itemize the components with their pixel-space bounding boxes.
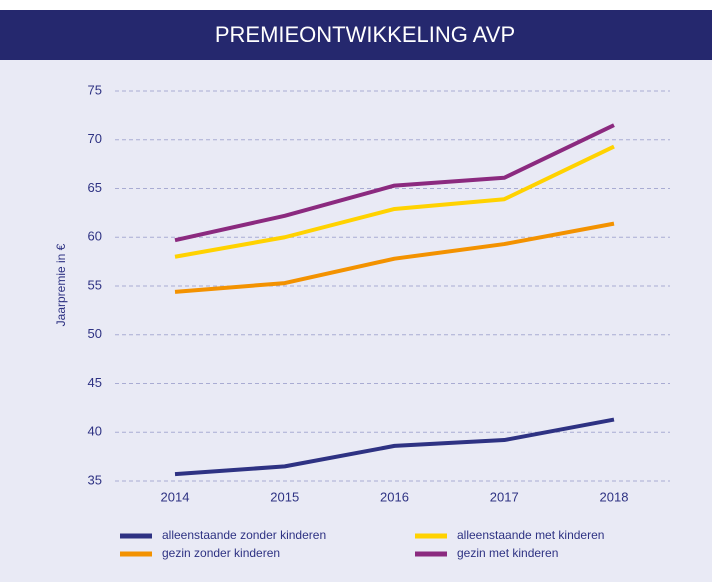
x-tick-label: 2017 [490,489,519,504]
y-tick-label: 40 [88,424,102,439]
legend-label: gezin zonder kinderen [162,546,280,560]
y-tick-label: 70 [88,131,102,146]
x-tick-label: 2015 [270,489,299,504]
chart-bg [0,10,712,582]
y-axis-label: Jaarpremie in € [54,243,68,326]
x-tick-label: 2016 [380,489,409,504]
x-tick-label: 2018 [600,489,629,504]
y-tick-label: 45 [88,375,102,390]
y-tick-label: 65 [88,180,102,195]
legend-label: gezin met kinderen [457,546,558,560]
y-tick-label: 75 [88,82,102,97]
x-tick-label: 2014 [161,489,190,504]
series-line [174,221,615,294]
legend-label: alleenstaande zonder kinderen [162,528,326,542]
y-tick-label: 60 [88,229,102,244]
series-line [174,123,615,243]
series-line [174,144,615,259]
header-band [0,10,712,60]
legend-label: alleenstaande met kinderen [457,528,604,542]
y-tick-label: 50 [88,326,102,341]
series-line [174,417,615,477]
y-tick-label: 55 [88,277,102,292]
y-tick-label: 35 [88,472,102,487]
chart-title: PREMIEONTWIKKELING AVP [215,22,515,47]
